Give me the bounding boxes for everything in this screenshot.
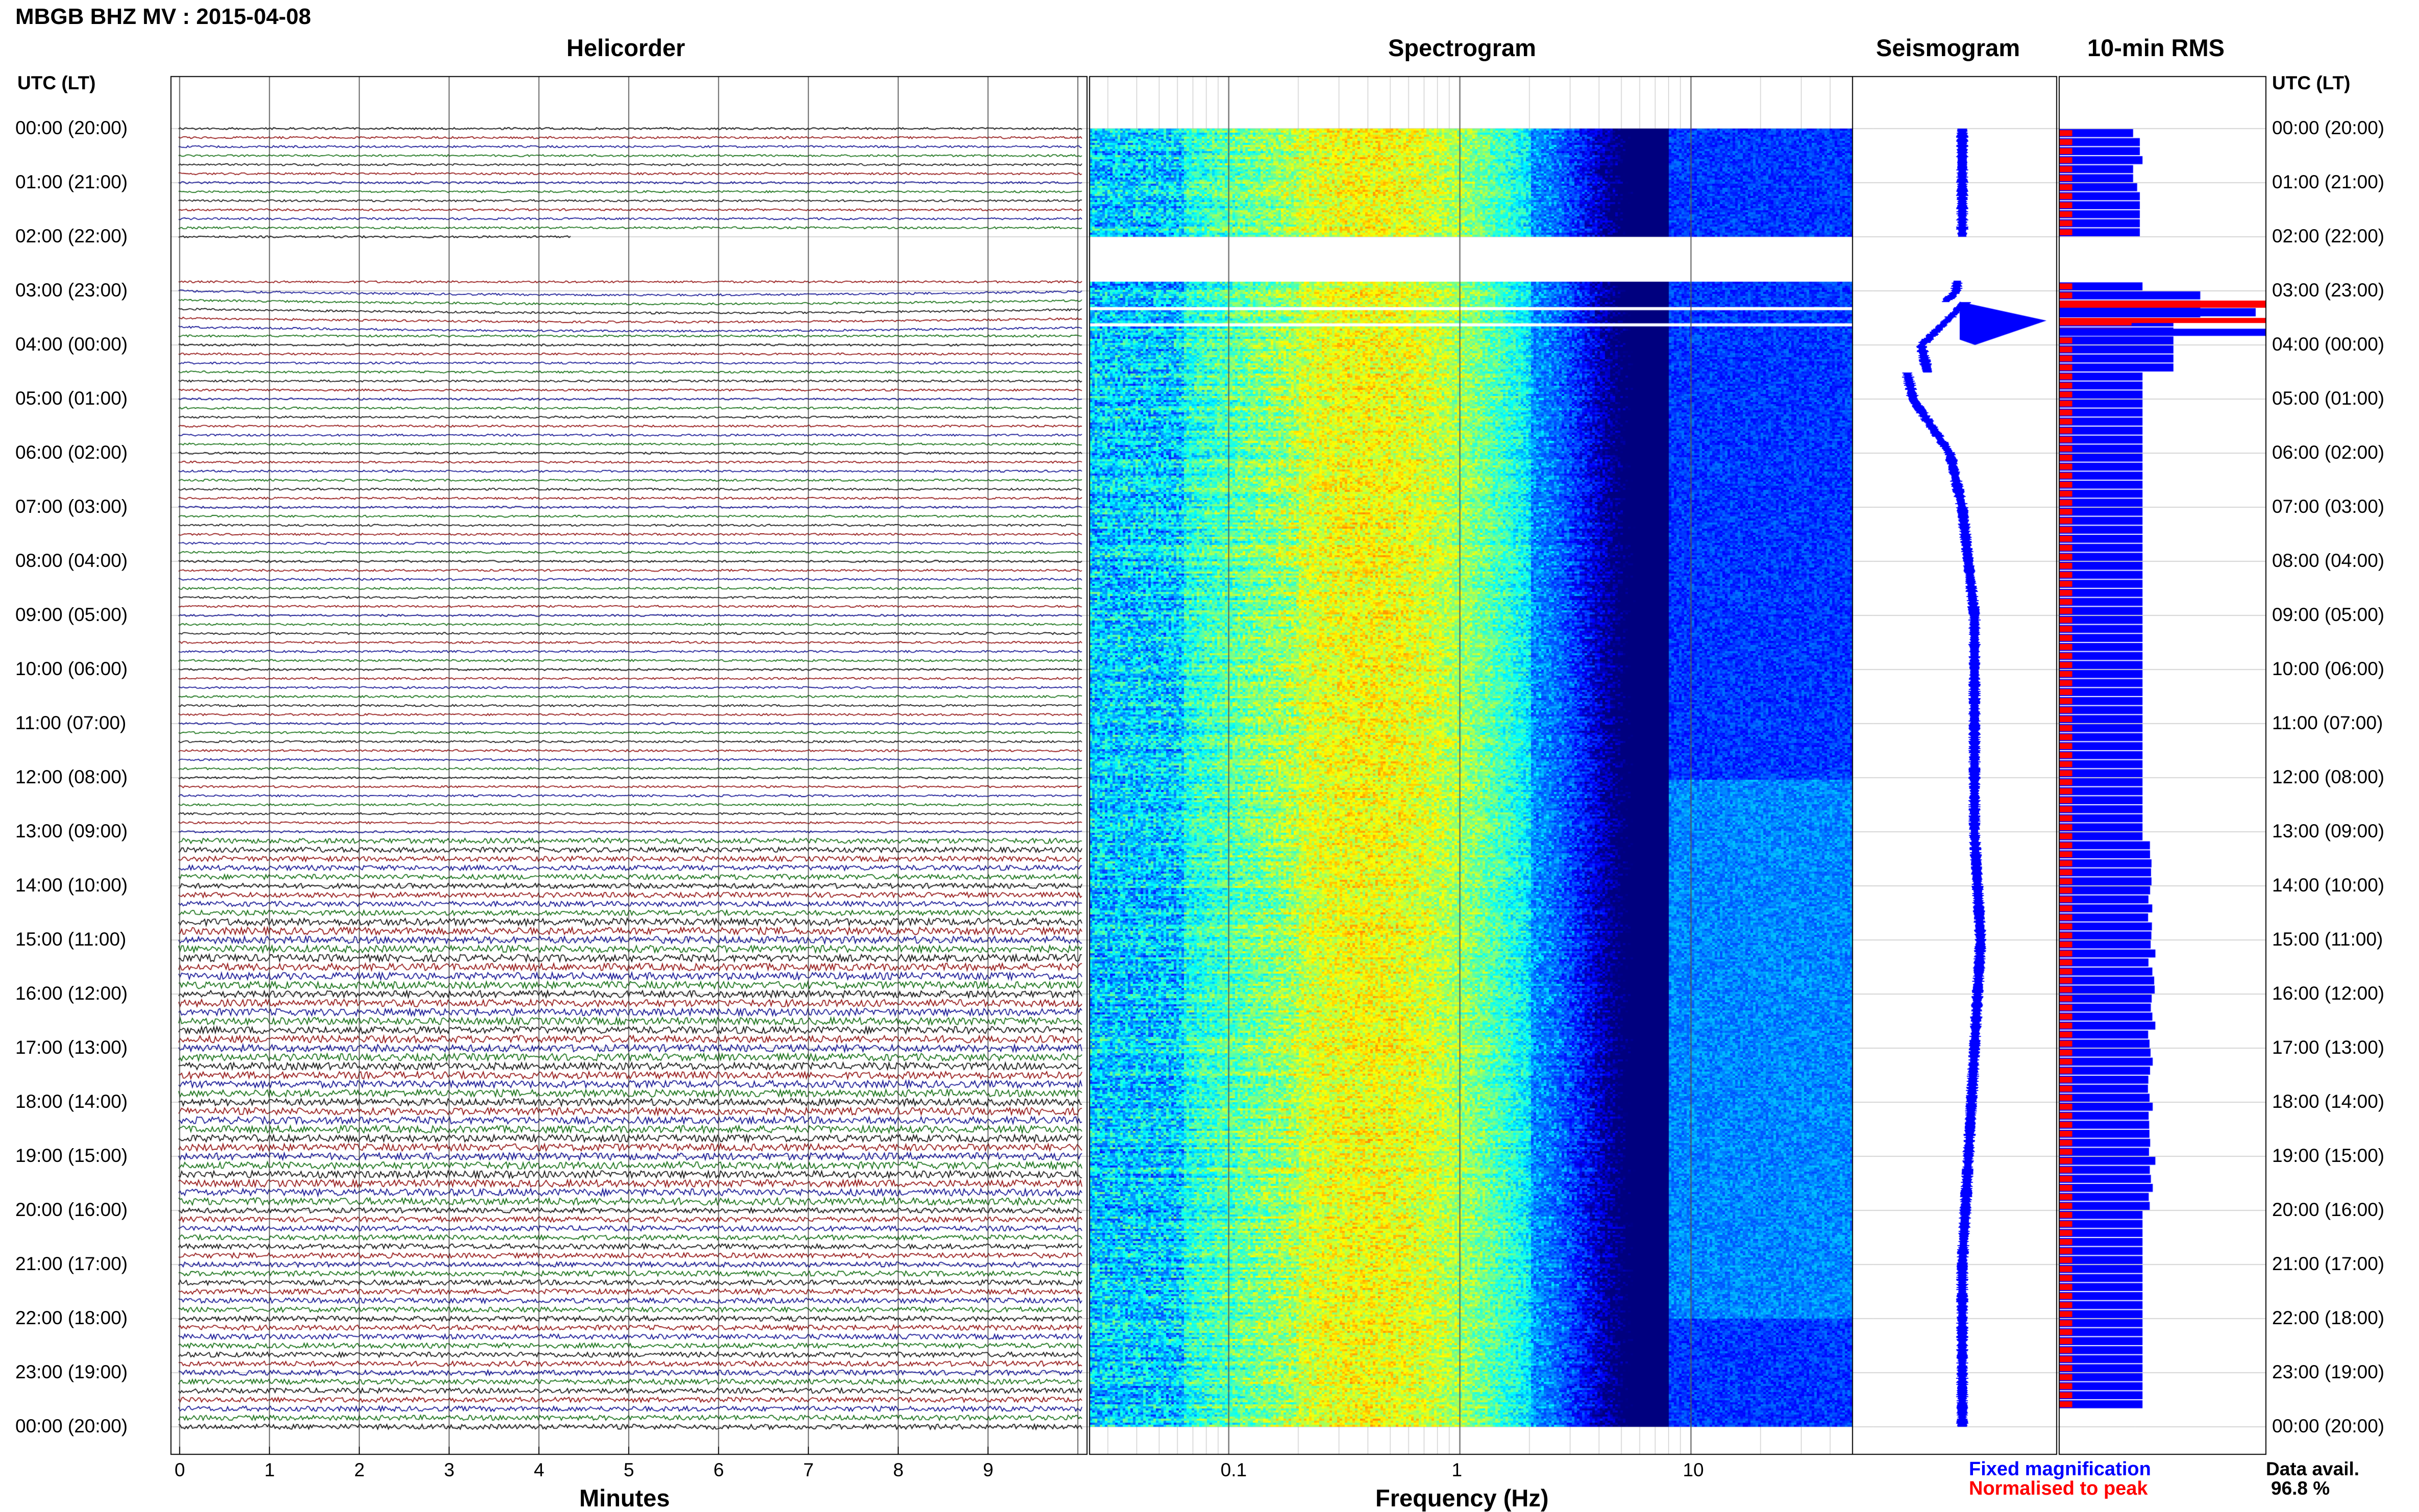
utc-label-right: UTC (LT) <box>2272 72 2351 93</box>
frequency-tick-label: 1 <box>1451 1459 1463 1480</box>
time-label-right: 16:00 (12:00) <box>2272 983 2385 1004</box>
minute-tick-label: 0 <box>175 1459 185 1480</box>
time-label-right: 13:00 (09:00) <box>2272 821 2385 841</box>
data-avail-value: 96.8 % <box>2271 1478 2330 1499</box>
time-label-right: 23:00 (19:00) <box>2272 1361 2385 1382</box>
frequency-axis-label: Frequency (Hz) <box>1375 1484 1549 1511</box>
frequency-tick-label: 0.1 <box>1220 1459 1247 1480</box>
legend-fixed-magnification: Fixed magnification <box>1969 1458 2151 1480</box>
time-label-right: 03:00 (23:00) <box>2272 280 2385 301</box>
time-label-left: 00:00 (20:00) <box>15 1416 128 1436</box>
time-label-left: 04:00 (00:00) <box>15 334 128 355</box>
time-label-right: 12:00 (08:00) <box>2272 766 2385 787</box>
time-label-left: 11:00 (07:00) <box>15 712 127 733</box>
time-label-right: 10:00 (06:00) <box>2272 658 2385 679</box>
minute-tick-label: 9 <box>983 1459 994 1480</box>
minute-tick-label: 1 <box>264 1459 275 1480</box>
time-label-left: 00:00 (20:00) <box>15 117 128 138</box>
time-label-right: 09:00 (05:00) <box>2272 604 2385 625</box>
helicorder-title: Helicorder <box>566 34 685 61</box>
time-label-right: 07:00 (03:00) <box>2272 496 2385 517</box>
minute-tick-label: 5 <box>624 1459 634 1480</box>
time-label-left: 10:00 (06:00) <box>15 658 128 679</box>
time-label-right: 00:00 (20:00) <box>2272 117 2385 138</box>
minute-tick-label: 2 <box>354 1459 365 1480</box>
time-label-left: 05:00 (01:00) <box>15 388 128 409</box>
time-label-right: 17:00 (13:00) <box>2272 1037 2385 1058</box>
time-label-left: 22:00 (18:00) <box>15 1307 128 1328</box>
time-label-left: 07:00 (03:00) <box>15 496 128 517</box>
time-label-left: 18:00 (14:00) <box>15 1091 128 1112</box>
minute-tick-label: 4 <box>534 1459 545 1480</box>
time-label-left: 20:00 (16:00) <box>15 1199 128 1220</box>
time-label-left: 21:00 (17:00) <box>15 1253 128 1274</box>
time-label-left: 23:00 (19:00) <box>15 1361 128 1382</box>
time-label-left: 13:00 (09:00) <box>15 821 128 841</box>
time-label-right: 21:00 (17:00) <box>2272 1253 2385 1274</box>
seismogram-title: Seismogram <box>1876 34 2020 61</box>
time-label-left: 16:00 (12:00) <box>15 983 128 1004</box>
time-label-left: 12:00 (08:00) <box>15 766 128 787</box>
frequency-tick-label: 10 <box>1683 1459 1704 1480</box>
station-title: MBGB BHZ MV : 2015-04-08 <box>15 4 311 29</box>
time-label-right: 02:00 (22:00) <box>2272 226 2385 246</box>
time-label-left: 08:00 (04:00) <box>15 550 128 571</box>
time-label-right: 11:00 (07:00) <box>2272 712 2383 733</box>
time-label-right: 01:00 (21:00) <box>2272 171 2385 192</box>
time-label-right: 06:00 (02:00) <box>2272 442 2385 463</box>
time-label-right: 08:00 (04:00) <box>2272 550 2385 571</box>
time-label-right: 04:00 (00:00) <box>2272 334 2385 355</box>
time-label-left: 01:00 (21:00) <box>15 171 128 192</box>
minute-tick-label: 8 <box>893 1459 904 1480</box>
time-label-right: 14:00 (10:00) <box>2272 875 2385 896</box>
data-avail-label: Data avail. <box>2266 1458 2360 1479</box>
time-label-left: 06:00 (02:00) <box>15 442 128 463</box>
spectrogram-title: Spectrogram <box>1388 34 1536 61</box>
utc-label-left: UTC (LT) <box>17 72 96 93</box>
minute-tick-label: 7 <box>803 1459 814 1480</box>
minutes-axis-label: Minutes <box>579 1484 670 1511</box>
minute-tick-label: 6 <box>713 1459 724 1480</box>
time-label-left: 09:00 (05:00) <box>15 604 128 625</box>
time-label-right: 00:00 (20:00) <box>2272 1416 2385 1436</box>
legend-normalised-to-peak: Normalised to peak <box>1969 1478 2148 1499</box>
time-label-left: 17:00 (13:00) <box>15 1037 128 1058</box>
time-label-right: 15:00 (11:00) <box>2272 929 2383 950</box>
time-label-right: 05:00 (01:00) <box>2272 388 2385 409</box>
time-label-left: 14:00 (10:00) <box>15 875 128 896</box>
rms-title: 10-min RMS <box>2087 34 2225 61</box>
time-label-left: 19:00 (15:00) <box>15 1145 128 1166</box>
time-label-right: 20:00 (16:00) <box>2272 1199 2385 1220</box>
time-label-left: 03:00 (23:00) <box>15 280 128 301</box>
time-label-left: 15:00 (11:00) <box>15 929 127 950</box>
time-label-right: 18:00 (14:00) <box>2272 1091 2385 1112</box>
time-label-right: 19:00 (15:00) <box>2272 1145 2385 1166</box>
time-label-right: 22:00 (18:00) <box>2272 1307 2385 1328</box>
minute-tick-label: 3 <box>444 1459 455 1480</box>
time-label-left: 02:00 (22:00) <box>15 226 128 246</box>
